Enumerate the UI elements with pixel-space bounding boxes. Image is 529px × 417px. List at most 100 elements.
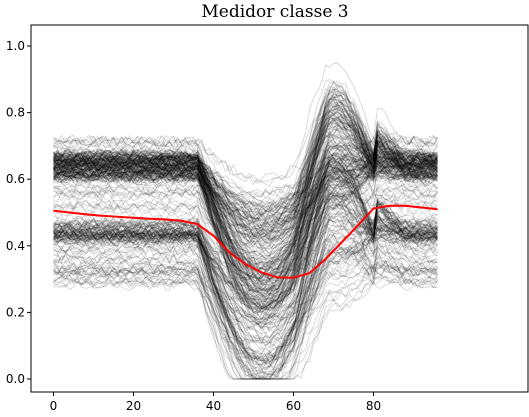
background-line [53, 117, 438, 226]
background-line [53, 239, 438, 344]
background-line [53, 272, 438, 380]
background-line [53, 189, 438, 281]
background-line [53, 105, 438, 234]
background-line [53, 153, 438, 212]
background-line [53, 103, 438, 231]
background-line [53, 175, 438, 326]
background-line [53, 185, 438, 291]
background-line [53, 160, 438, 302]
background-line [53, 225, 438, 371]
background-line [53, 226, 438, 272]
background-line [53, 191, 438, 285]
background-line [53, 215, 438, 380]
background-line [53, 248, 438, 380]
background-line [53, 98, 438, 284]
background-line [53, 151, 438, 265]
background-line [53, 126, 438, 205]
background-line [53, 160, 438, 237]
x-tick-label: 40 [206, 399, 221, 413]
background-line [53, 216, 438, 364]
background-line [53, 141, 438, 233]
background-line [53, 259, 438, 335]
background-line [53, 154, 438, 371]
background-line [53, 212, 438, 314]
background-line [53, 237, 438, 362]
background-line [53, 153, 438, 239]
background-line [53, 135, 438, 208]
background-line [53, 142, 438, 271]
background-line [53, 93, 438, 312]
background-line [53, 149, 438, 302]
background-line [53, 114, 438, 235]
background-line [53, 194, 438, 306]
background-line [53, 157, 438, 311]
background-line [53, 156, 438, 269]
background-line [53, 135, 438, 184]
background-line [53, 230, 438, 380]
plot-frame [30, 24, 529, 393]
background-line [53, 142, 438, 198]
background-line [53, 88, 438, 213]
background-line [53, 230, 438, 380]
background-line [53, 182, 438, 284]
x-tick-label: 20 [126, 399, 141, 413]
background-line [53, 123, 438, 292]
background-line [53, 167, 438, 268]
background-line [53, 88, 438, 241]
background-line [53, 157, 438, 241]
background-line [53, 157, 438, 307]
background-line [53, 122, 438, 277]
background-line [53, 129, 438, 303]
background-line [53, 104, 438, 199]
background-line [53, 221, 438, 296]
background-line [53, 105, 438, 207]
background-line [53, 260, 438, 380]
background-line [53, 158, 438, 213]
background-line [53, 162, 438, 355]
background-line [53, 201, 438, 324]
background-line [53, 120, 438, 238]
background-line [53, 138, 438, 292]
background-line [53, 166, 438, 321]
background-line [53, 149, 438, 216]
background-line [53, 150, 438, 295]
background-line [53, 161, 438, 226]
background-line [53, 161, 438, 316]
mean-lines [53, 204, 438, 279]
background-line [53, 160, 438, 271]
background-line [53, 163, 438, 308]
background-line [53, 95, 438, 228]
background-line [53, 111, 438, 221]
background-line [53, 118, 438, 216]
background-line [53, 153, 438, 222]
background-line [53, 215, 438, 345]
background-line [53, 147, 438, 300]
background-line [53, 83, 438, 222]
background-line [53, 147, 438, 258]
background-line [53, 81, 438, 249]
background-line [53, 164, 438, 232]
background-line [53, 171, 438, 237]
background-line [53, 224, 438, 287]
background-line [53, 167, 438, 237]
background-line [53, 127, 438, 255]
background-line [53, 280, 438, 380]
background-line [53, 156, 438, 239]
background-line [53, 159, 438, 313]
background-line [53, 264, 438, 332]
background-line [53, 225, 438, 364]
background-line [53, 165, 438, 269]
background-line [53, 159, 438, 311]
background-line [53, 62, 438, 187]
mean-line [53, 204, 438, 279]
y-tick-label: 1.0 [6, 39, 25, 53]
background-line [53, 193, 438, 280]
background-line [53, 190, 438, 243]
background-line [53, 175, 438, 363]
background-line [53, 211, 438, 380]
background-line [53, 191, 438, 374]
background-line [53, 209, 438, 367]
background-line [53, 160, 438, 250]
background-line [53, 265, 438, 346]
background-line [53, 274, 438, 380]
